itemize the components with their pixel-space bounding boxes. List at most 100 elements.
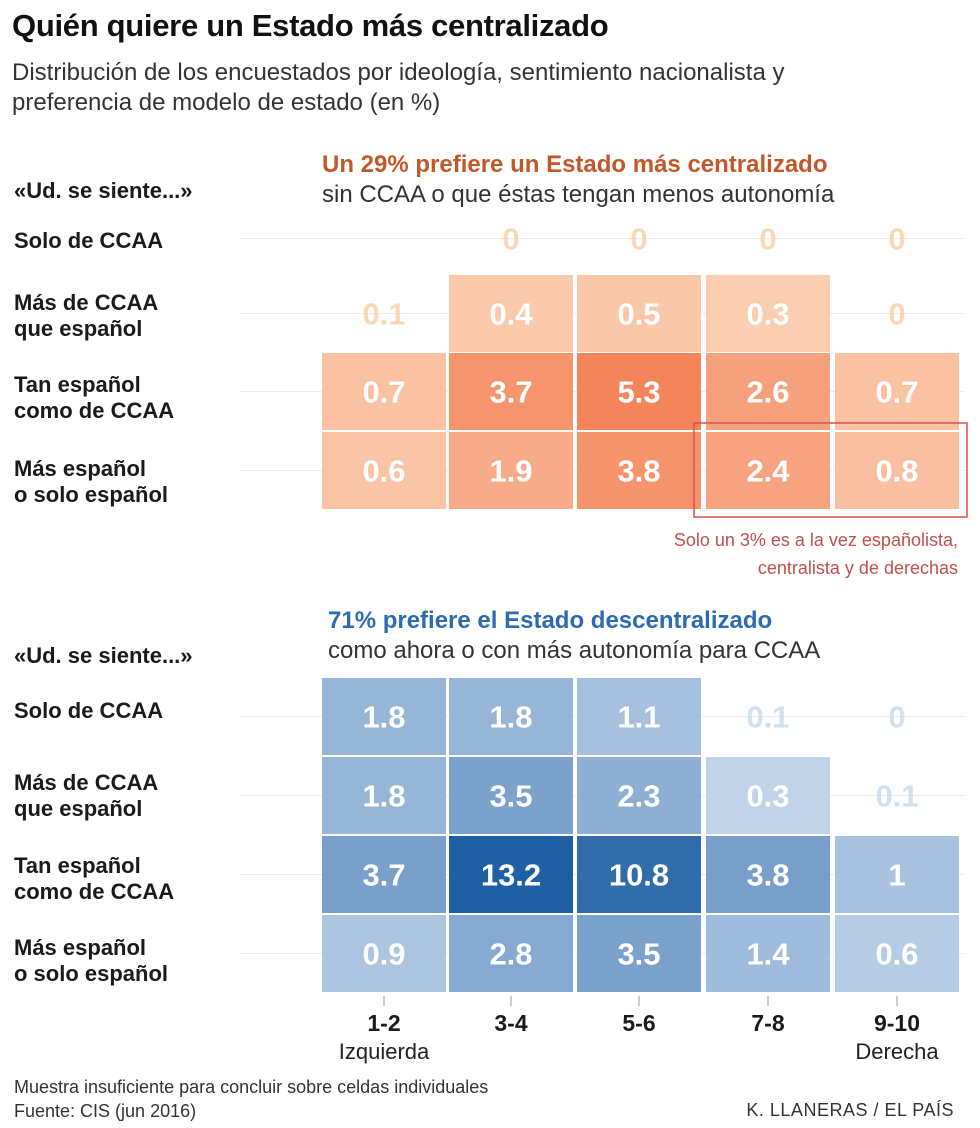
cell-descentralizado-r0-c0	[322, 678, 446, 755]
cell-centralizado-r2-c1	[449, 353, 573, 430]
row-label-bottom-1: Más de CCAA que español	[14, 770, 159, 821]
cell-centralizado-r3-c2	[577, 432, 701, 509]
cell-centralizado-r2-c0	[322, 353, 446, 430]
cell-value-centralizado-r0-c4: 0	[888, 222, 905, 257]
cell-descentralizado-r0-c2	[577, 678, 701, 755]
cell-centralizado-r3-c3	[706, 432, 830, 509]
centralized-heading-block: Un 29% prefiere un Estado más centraliza…	[322, 150, 834, 210]
cell-descentralizado-r2-c2	[577, 836, 701, 913]
cell-descentralizado-r3-c4	[835, 915, 959, 992]
cell-value-centralizado-r1-c1: 0.4	[489, 297, 533, 332]
footer-note: Muestra insuficiente para concluir sobre…	[14, 1077, 489, 1097]
cell-centralizado-r2-c2	[577, 353, 701, 430]
cell-centralizado-r1-c1	[449, 275, 573, 352]
cell-value-descentralizado-r0-c1: 1.8	[489, 700, 532, 735]
cell-value-centralizado-r0-c1: 0	[502, 222, 519, 257]
cell-value-centralizado-r2-c1: 3.7	[489, 375, 532, 410]
row-label-bottom-2: Tan español como de CCAA	[14, 853, 175, 904]
cell-value-descentralizado-r2-c0: 3.7	[362, 858, 405, 893]
cell-value-centralizado-r3-c0: 0.6	[362, 454, 405, 489]
cell-value-centralizado-r0-c3: 0	[759, 222, 776, 257]
x-axis-left-label: Izquierda	[339, 1039, 430, 1064]
cell-descentralizado-r2-c1	[449, 836, 573, 913]
chart-subtitle: Distribución de los encuestados por ideo…	[12, 59, 785, 116]
centralized-heading: Un 29% prefiere un Estado más centraliza…	[322, 151, 828, 178]
cell-value-descentralizado-r1-c2: 2.3	[617, 779, 660, 814]
cell-value-centralizado-r2-c3: 2.6	[746, 375, 789, 410]
x-tick-label-3: 7-8	[751, 1010, 784, 1036]
cell-value-centralizado-r2-c4: 0.7	[875, 375, 918, 410]
cell-descentralizado-r2-c4	[835, 836, 959, 913]
row-label-top-2: Tan español como de CCAA	[14, 372, 175, 423]
x-tick-label-0: 1-2	[367, 1010, 400, 1036]
cell-value-centralizado-r3-c1: 1.9	[489, 454, 532, 489]
cell-descentralizado-r1-c2	[577, 757, 701, 834]
row-label-bottom-3: Más español o solo español	[14, 935, 169, 986]
cell-value-descentralizado-r2-c4: 1	[888, 858, 905, 893]
cell-descentralizado-r0-c1	[449, 678, 573, 755]
cell-descentralizado-r3-c1	[449, 915, 573, 992]
cell-centralizado-r3-c1	[449, 432, 573, 509]
cell-value-descentralizado-r0-c3: 0.1	[746, 700, 789, 735]
cell-centralizado-r1-c3	[706, 275, 830, 352]
cell-centralizado-r3-c4	[835, 432, 959, 509]
cell-value-descentralizado-r3-c0: 0.9	[362, 937, 405, 972]
cell-value-descentralizado-r1-c3: 0.3	[746, 779, 789, 814]
x-tick-label-2: 5-6	[622, 1010, 655, 1036]
footer-credit: K. LLANERAS / EL PAÍS	[746, 1100, 954, 1120]
centralized-subheading: sin CCAA o que éstas tengan menos autono…	[322, 181, 835, 208]
cell-value-descentralizado-r3-c1: 2.8	[489, 937, 532, 972]
cell-centralizado-r2-c3	[706, 353, 830, 430]
x-tick-label-4: 9-10	[874, 1010, 920, 1036]
cell-descentralizado-r2-c3	[706, 836, 830, 913]
cell-value-centralizado-r1-c0: 0.1	[362, 297, 405, 332]
cell-value-centralizado-r0-c2: 0	[630, 222, 647, 257]
row-label-bottom-0: Solo de CCAA	[14, 698, 164, 723]
decentralized-subheading: como ahora o con más autonomía para CCAA	[328, 637, 821, 664]
cell-descentralizado-r3-c0	[322, 915, 446, 992]
cell-value-descentralizado-r1-c4: 0.1	[875, 779, 918, 814]
cell-value-centralizado-r3-c3: 2.4	[746, 454, 790, 489]
cell-value-descentralizado-r2-c2: 10.8	[609, 858, 669, 893]
cell-value-centralizado-r1-c2: 0.5	[617, 297, 660, 332]
cell-value-centralizado-r3-c4: 0.8	[875, 454, 918, 489]
cell-descentralizado-r3-c2	[577, 915, 701, 992]
row-label-top-0: Solo de CCAA	[14, 228, 164, 253]
x-tick-label-1: 3-4	[494, 1010, 527, 1036]
cell-descentralizado-r1-c1	[449, 757, 573, 834]
cell-value-centralizado-r3-c2: 3.8	[617, 454, 660, 489]
cell-centralizado-r3-c0	[322, 432, 446, 509]
row-axis-title-top: «Ud. se siente...»	[14, 178, 193, 203]
cell-value-descentralizado-r1-c1: 3.5	[489, 779, 532, 814]
cell-value-centralizado-r1-c3: 0.3	[746, 297, 789, 332]
cell-value-descentralizado-r2-c3: 3.8	[746, 858, 789, 893]
cell-value-centralizado-r1-c4: 0	[888, 297, 905, 332]
cell-value-descentralizado-r0-c4: 0	[888, 700, 905, 735]
cell-value-descentralizado-r0-c2: 1.1	[617, 700, 660, 735]
decentralized-heading: 71% prefiere el Estado descentralizado	[328, 607, 773, 634]
cell-value-descentralizado-r0-c0: 1.8	[362, 700, 405, 735]
cell-descentralizado-r1-c0	[322, 757, 446, 834]
row-label-top-1: Más de CCAA que español	[14, 290, 159, 341]
cell-value-descentralizado-r3-c2: 3.5	[617, 937, 660, 972]
decentralized-heading-block: 71% prefiere el Estado descentralizado c…	[328, 606, 820, 666]
highlight-box	[693, 422, 968, 518]
row-label-top-3: Más español o solo español	[14, 456, 169, 507]
x-axis-right-label: Derecha	[855, 1039, 939, 1064]
cell-descentralizado-r2-c0	[322, 836, 446, 913]
cell-centralizado-r2-c4	[835, 353, 959, 430]
cell-value-descentralizado-r2-c1: 13.2	[481, 858, 541, 893]
cell-value-descentralizado-r3-c3: 1.4	[746, 937, 790, 972]
row-axis-title-bottom: «Ud. se siente...»	[14, 643, 193, 668]
cell-descentralizado-r1-c3	[706, 757, 830, 834]
cell-descentralizado-r3-c3	[706, 915, 830, 992]
cell-centralizado-r1-c2	[577, 275, 701, 352]
footer-source: Fuente: CIS (jun 2016)	[14, 1101, 197, 1121]
cell-value-descentralizado-r1-c0: 1.8	[362, 779, 405, 814]
chart-title: Quién quiere un Estado más centralizado	[12, 8, 609, 43]
highlight-annotation: Solo un 3% es a la vez españolista, cent…	[673, 530, 958, 578]
cell-value-descentralizado-r3-c4: 0.6	[875, 937, 918, 972]
cell-value-centralizado-r2-c0: 0.7	[362, 375, 405, 410]
cell-value-centralizado-r2-c2: 5.3	[617, 375, 660, 410]
